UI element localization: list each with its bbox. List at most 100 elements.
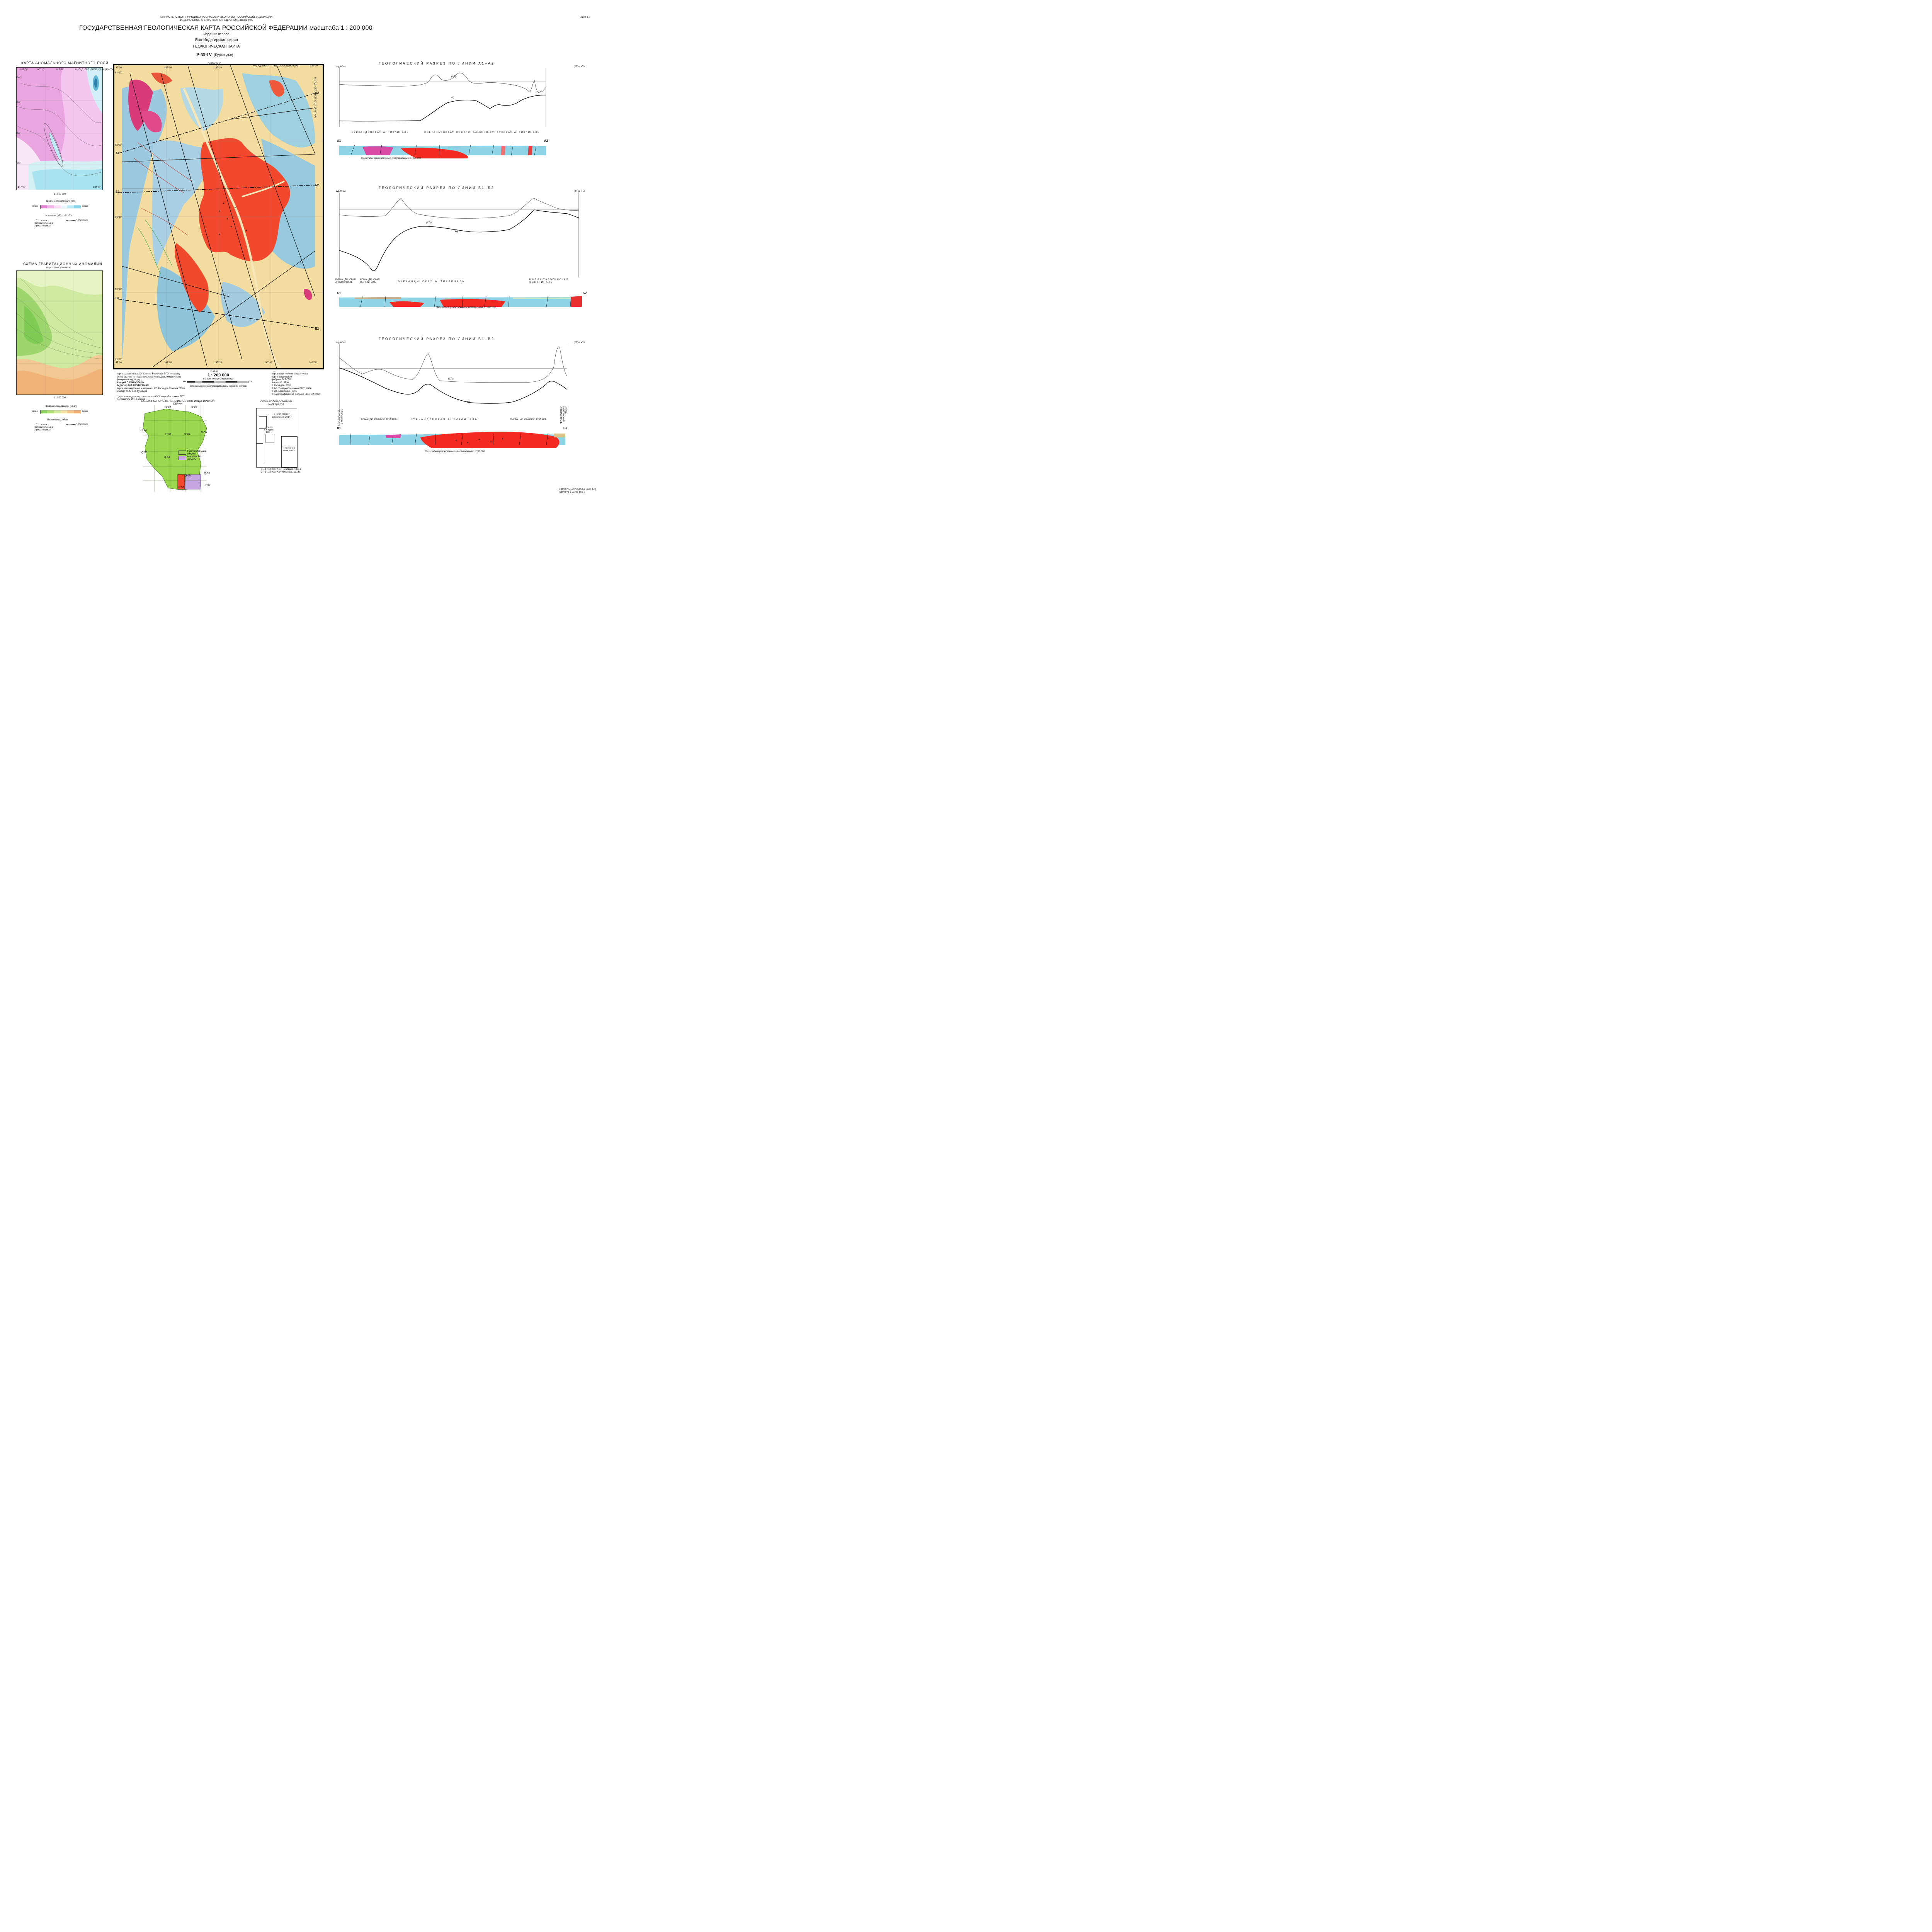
grav-scale-title: Шкала интенсивности (мГал) [46, 405, 77, 408]
grav-scale-low: ниже [32, 410, 38, 413]
marker-b1: Б1 [116, 190, 120, 194]
section-v-curve-t: (ΔT)а [448, 378, 454, 380]
credit-r3: Заказ 41915500 [272, 381, 289, 384]
map-sheet-bottom: P-55-X [211, 370, 218, 372]
grav-zero-sample [66, 423, 77, 425]
section-b-geology [339, 295, 582, 309]
credit-l2: Департамента по недропользованию по Даль… [117, 376, 181, 378]
section-a-profile-graphic: (ΔT)а Δg [339, 68, 546, 127]
map-sheet-top: Q-55-XXXIV [208, 63, 221, 65]
marker-b2: Б2 [315, 184, 319, 187]
mag-coord-b1: 147°00' [18, 186, 26, 189]
svg-text:+: + [246, 229, 248, 232]
materials-a: 1 : 50 000 В.В. Курин, 1967 г. [264, 427, 274, 434]
grav-isolines: Изолинии Δg, мГал [47, 419, 68, 421]
credit-l6: Карта рекомендована к изданию НРС Роснед… [117, 387, 186, 390]
gravity-map [16, 270, 103, 395]
map-scale: 1 : 200 000 [207, 373, 229, 378]
materials-note-1: 1 – 1 : 50 000, А.Е. Нагаленко, 1974 г. [261, 468, 301, 471]
geological-map[interactable]: + + + + + + + + [113, 64, 324, 369]
section-v-geology: + + + + + [339, 430, 565, 448]
legend-sakha-swatch [179, 451, 186, 455]
materials-main: 1 : 200 000 В.Г. Ермоленко, 2014 г. [272, 413, 293, 418]
gravity-title: СХЕМА ГРАВИТАЦИОННЫХ АНОМАЛИЙ [23, 262, 102, 266]
map-coord-b5: 147°40' [265, 362, 273, 364]
section-b-struct-2: КОМАНДИНСКАЯ СИНКЛИНАЛЬ [360, 279, 380, 284]
grav-scale-high: выше [82, 410, 88, 413]
legend-sakha: Республика Саха (Якутия) [187, 450, 206, 455]
section-b-profile: (ΔT)а Δg [339, 192, 579, 277]
isbn-1: ISBN 978-5-93761-851-7 (лист 1-3) [559, 488, 596, 491]
mag-isoline-sample [34, 219, 49, 221]
section-a-profile: (ΔT)а Δg [339, 68, 546, 127]
svg-text:+: + [226, 217, 228, 221]
ministry-line: МИНИСТЕРСТВО ПРИРОДНЫХ РЕСУРСОВ И ЭКОЛОГ… [160, 16, 272, 19]
section-v-struct-1: ЭЛЬГИНСКАЯ АНТИКЛИНАЛЬ [338, 409, 342, 426]
section-v-struct-5: ЛЕВО-КУНТУКСКАЯ АНТИКЛИНАЛЬ [560, 406, 566, 424]
grav-isoline-sample [34, 423, 49, 425]
sheet-p55: P-55 [179, 486, 184, 489]
map-coord-b7: 148°00' [309, 362, 317, 364]
credit-l1: Карта составлена в АО "Северо-Восточное … [117, 373, 180, 375]
agency-line: ФЕДЕРАЛЬНОЕ АГЕНТСТВО ПО НЕДРОПОЛЬЗОВАНИ… [179, 19, 253, 22]
map-region-right: МАГАД. ОБЛ. РЕСП. САХА (ЯКУТИЯ) [314, 77, 316, 118]
sheet-q53: Q-53 [141, 451, 148, 454]
svg-text:+: + [490, 440, 492, 444]
section-v-struct-2: КОМАНДИНСКАЯ СИНКЛИНАЛЬ [361, 418, 398, 421]
marker-a1: A1 [116, 151, 120, 155]
section-a-right-axis: (ΔT)а, нТл [574, 66, 585, 68]
credit-l7: Эксперт НРС В.М. Кузнецов [117, 390, 147, 393]
credit-r6: © В.Г. Ермоленко, 2016 [272, 390, 297, 393]
section-a-left-axis: Δg, мГал [336, 66, 346, 68]
map-coord-t7: 148°00' [310, 65, 318, 67]
credit-l5: Редактор В.И. ШПИКЕРМАН [117, 384, 149, 387]
map-lat-1: 64°00' [115, 72, 122, 74]
section-a-struct-2: СИЕТАНЬИНСКАЯ СИНКЛИНАЛЬ [424, 131, 480, 134]
map-lat-2: 63°50' [115, 144, 122, 146]
section-b-curve-g: Δg [455, 230, 458, 233]
materials-box-2 [257, 443, 263, 463]
svg-text:+: + [230, 225, 232, 228]
mag-isolines: Изолинии (ΔT)а·10², нТл [46, 215, 72, 217]
svg-text:+: + [455, 439, 457, 442]
grav-zero: Нулевые [78, 423, 88, 425]
section-v-right-axis: (ΔT)а, нТл [574, 342, 585, 344]
section-a-struct-1: БУРКАНДИНСКАЯ АНТИКЛИНАЛЬ [352, 131, 409, 134]
layout-scheme-title: СХЕМА РАСПОЛОЖЕНИЯ ЛИСТОВ ЯНО-ИНДИГИРСКО… [141, 400, 214, 405]
legend-magadan-swatch [179, 456, 186, 460]
materials-title: СХЕМА ИСПОЛЬЗОВАННЫХ МАТЕРИАЛОВ [260, 401, 293, 406]
section-a-curve-t: (ΔT)а [451, 76, 457, 78]
svg-text:+: + [219, 209, 221, 213]
svg-text:+: + [219, 233, 221, 236]
scale-unit-right: км [250, 381, 252, 383]
gravity-field-graphic [16, 271, 103, 395]
section-v-title: ГЕОЛОГИЧЕСКИЙ РАЗРЕЗ ПО ЛИНИИ В1–В2 [379, 337, 495, 341]
mag-lat-3: 63° [17, 132, 21, 134]
section-a-start: А1 [337, 139, 341, 143]
section-b-struct-3: БУРКАНДИНСКАЯ АНТИКЛИНАЛЬ [398, 281, 465, 283]
isbn-2: ISBN 978-5-93761-855-5 [559, 491, 585, 493]
section-b-profile-graphic: (ΔT)а Δg [339, 192, 579, 277]
mag-lat-2: 63° [17, 101, 21, 104]
section-v-start: В1 [337, 427, 341, 430]
mag-coord-1: 147°00' [20, 69, 28, 71]
sheet-r56: R-56 [201, 431, 207, 434]
svg-text:+: + [238, 213, 240, 217]
credit-r2: фабрике ВСЕГЕИ [272, 379, 291, 381]
mag-lat-1: 64° [17, 77, 21, 79]
section-v-struct-3: БУРКАНДИНСКАЯ АНТИКЛИНАЛЬ [411, 418, 478, 421]
credit-l3: федеральному округу [117, 379, 141, 381]
sheet-q54: Q-54 [164, 456, 170, 459]
section-v-profile-graphic: (ΔT)а Δg [339, 344, 568, 409]
credit-r7: © Картографическая фабрика ВСЕГЕИ, 2020 [272, 393, 321, 396]
layout-scheme [139, 405, 213, 492]
magnetic-field-graphic [16, 68, 103, 190]
section-a-title: ГЕОЛОГИЧЕСКИЙ РАЗРЕЗ ПО ЛИНИИ А1–А2 [379, 61, 495, 65]
page-title: ГОСУДАРСТВЕННАЯ ГЕОЛОГИЧЕСКАЯ КАРТА РОСС… [79, 25, 372, 31]
section-b-curve-t: (ΔT)а [426, 222, 432, 224]
mag-lat-4: 63° [17, 162, 21, 165]
section-v-geology-graphic: + + + + + [339, 432, 565, 448]
mag-scale-title: Шкала интенсивности (нТл) [46, 200, 77, 202]
map-lat-4: 63°30' [115, 288, 122, 291]
mag-coord-3: 147°30' [56, 69, 64, 71]
